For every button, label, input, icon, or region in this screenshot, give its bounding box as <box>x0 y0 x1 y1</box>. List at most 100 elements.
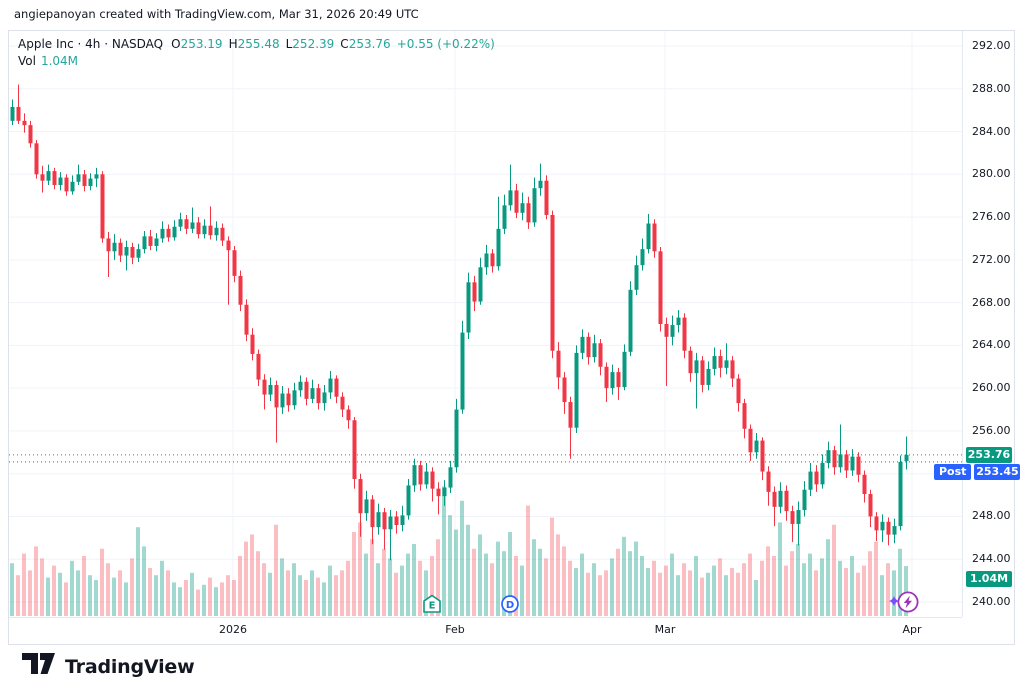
lightning-bolt-icon <box>903 595 912 609</box>
candle-body <box>418 465 423 485</box>
candle-body <box>628 289 633 352</box>
sparkle-star-icon <box>889 596 899 606</box>
volume-bar <box>634 541 638 616</box>
volume-bar <box>454 529 458 616</box>
volume-bar <box>718 558 722 616</box>
price-axis-label: 276.00 <box>972 210 1011 224</box>
candle-body <box>10 106 15 121</box>
volume-bar <box>706 572 710 616</box>
tradingview-logo-icon[interactable] <box>22 653 56 680</box>
time-axis-separator <box>9 617 962 618</box>
volume-bar <box>748 553 752 616</box>
candle-body <box>838 454 843 468</box>
candle-body <box>106 238 111 252</box>
candle-body <box>136 249 141 258</box>
candle-body <box>466 282 471 333</box>
candle-body <box>640 249 645 266</box>
candle-body <box>436 488 441 497</box>
volume-bar <box>280 558 284 616</box>
candle-body <box>544 180 549 215</box>
candle-body <box>472 282 477 302</box>
volume-bar <box>28 570 32 616</box>
volume-bar <box>130 558 134 616</box>
ohlc-pair: C253.76 <box>340 37 391 51</box>
symbol-title[interactable]: Apple Inc · 4h · NASDAQ <box>18 37 164 51</box>
volume-bar <box>46 577 50 616</box>
volume-bar <box>448 515 452 616</box>
volume-bar <box>172 582 176 616</box>
volume-bar <box>772 556 776 616</box>
volume-bar <box>712 565 716 616</box>
candle-body <box>154 238 159 246</box>
volume-bar <box>622 536 626 616</box>
candle-body <box>814 471 819 485</box>
candle-body <box>700 360 705 385</box>
volume-bar <box>328 565 332 616</box>
candle-body <box>82 174 87 187</box>
candle-body <box>262 379 267 395</box>
candle-body <box>664 324 669 337</box>
candle-body <box>736 378 741 404</box>
candle-body <box>790 511 795 524</box>
volume-bar <box>616 548 620 616</box>
volume-label[interactable]: Vol <box>18 54 36 68</box>
candle-body <box>400 515 405 526</box>
volume-bar <box>376 563 380 616</box>
earnings-marker[interactable]: E <box>422 594 442 614</box>
candle-body <box>730 360 735 379</box>
candle-body <box>100 174 105 239</box>
volume-bar <box>658 572 662 616</box>
volume-bar <box>118 570 122 616</box>
volume-bar <box>256 551 260 616</box>
volume-bar <box>730 568 734 616</box>
price-axis-label: 256.00 <box>972 423 1011 437</box>
volume-bar <box>148 568 152 616</box>
candle-body <box>898 461 903 527</box>
candle-body <box>772 491 777 507</box>
price-axis-label: 284.00 <box>972 124 1011 138</box>
volume-value: 1.04M <box>40 54 79 68</box>
candle-body <box>670 325 675 337</box>
candle-body <box>616 372 621 388</box>
ohlc-pair: H255.48 <box>228 37 280 51</box>
volume-bar <box>382 548 386 616</box>
price-axis-label: 292.00 <box>972 39 1011 52</box>
candle-body <box>268 384 273 395</box>
time-axis-label: 2026 <box>219 623 247 636</box>
tradingview-brand[interactable]: TradingView <box>65 655 195 678</box>
candle-body <box>202 225 207 235</box>
price-axis-label: 240.00 <box>972 595 1011 608</box>
candle-body <box>316 388 321 404</box>
candle-body <box>34 143 39 175</box>
candle-body <box>514 190 519 213</box>
candle-body <box>682 317 687 351</box>
dividends-marker[interactable]: D <box>500 594 520 614</box>
volume-bar <box>904 566 908 616</box>
volume-bar <box>196 589 200 616</box>
volume-bar <box>10 563 14 616</box>
volume-bar <box>76 570 80 616</box>
volume-bar <box>100 548 104 616</box>
candle-body <box>214 227 219 236</box>
volume-bar <box>154 575 158 616</box>
price-axis[interactable]: 292.00 288.00 284.00 280.00 276.00 272.00 268.… <box>972 0 1024 645</box>
candle-body <box>250 334 255 354</box>
volume-bar <box>334 575 338 616</box>
candle-body <box>550 214 555 351</box>
candle-body <box>358 479 363 514</box>
volume-bar <box>628 551 632 616</box>
candle-body <box>208 225 213 236</box>
volume-bar <box>484 553 488 616</box>
candle-body <box>796 510 801 524</box>
lightning-marker[interactable] <box>888 589 920 615</box>
volume-bar <box>874 541 878 616</box>
candle-body <box>334 378 339 397</box>
candle-body <box>76 174 81 182</box>
change-value: +0.55 (+0.22%) <box>396 37 495 51</box>
volume-bar <box>40 558 44 616</box>
volume-bar <box>856 572 860 616</box>
candle-body <box>58 177 63 185</box>
volume-bar <box>796 544 800 616</box>
